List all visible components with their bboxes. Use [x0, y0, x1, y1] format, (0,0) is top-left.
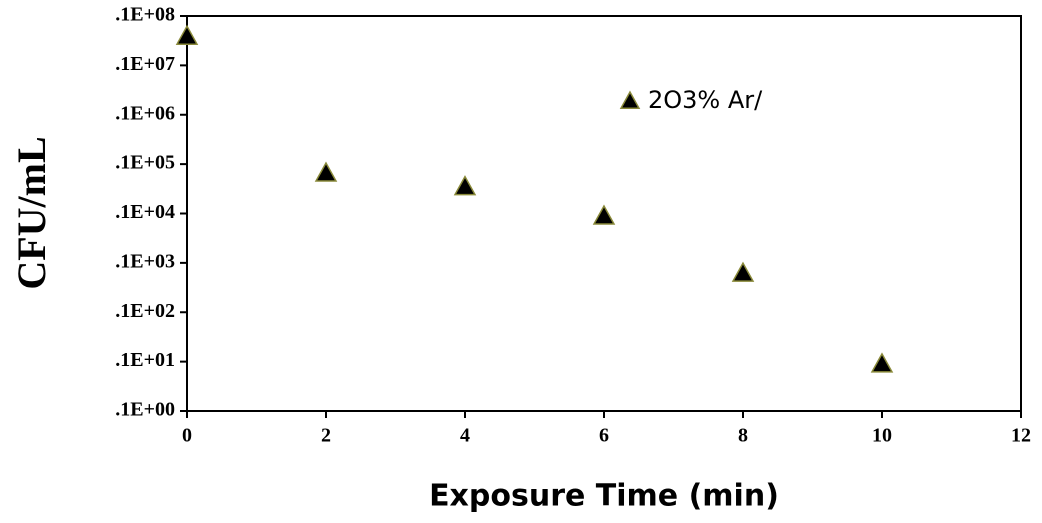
y-tick-label: .1E+03 — [115, 250, 175, 272]
y-tick-label: .1E+00 — [115, 399, 175, 421]
marker — [314, 161, 338, 182]
marker — [175, 24, 199, 45]
x-tick-label: 6 — [599, 425, 609, 447]
y-tick-label: .1E+06 — [115, 102, 175, 124]
y-tick-label: .1E+04 — [115, 201, 175, 223]
x-tick-label: 2 — [321, 425, 331, 447]
x-tick-label: 4 — [460, 425, 470, 447]
x-tick-label: 8 — [738, 425, 748, 447]
y-tick-label: .1E+02 — [115, 300, 175, 322]
x-tick-label: 0 — [182, 425, 192, 447]
x-axis-label: Exposure Time (min) — [429, 479, 779, 514]
legend-label: 2O3% Ar/ — [648, 86, 763, 114]
marker — [731, 261, 755, 282]
legend-marker — [619, 90, 641, 109]
x-tick-label: 10 — [872, 425, 892, 447]
y-tick-label: .1E+07 — [115, 53, 175, 75]
marker — [453, 175, 477, 196]
marker — [870, 352, 894, 373]
marker — [592, 204, 616, 225]
y-tick-label: .1E+01 — [115, 349, 175, 371]
y-tick-label: .1E+05 — [115, 152, 175, 174]
y-axis-label: CFU/mL — [9, 136, 54, 289]
x-tick-label: 12 — [1011, 425, 1031, 447]
y-tick-label: .1E+08 — [115, 4, 175, 26]
